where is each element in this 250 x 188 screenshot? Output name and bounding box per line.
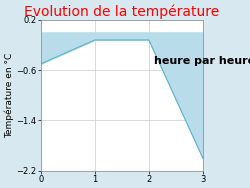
Title: Evolution de la température: Evolution de la température	[24, 4, 220, 19]
Text: heure par heure: heure par heure	[154, 56, 250, 66]
Y-axis label: Température en °C: Température en °C	[4, 53, 14, 138]
